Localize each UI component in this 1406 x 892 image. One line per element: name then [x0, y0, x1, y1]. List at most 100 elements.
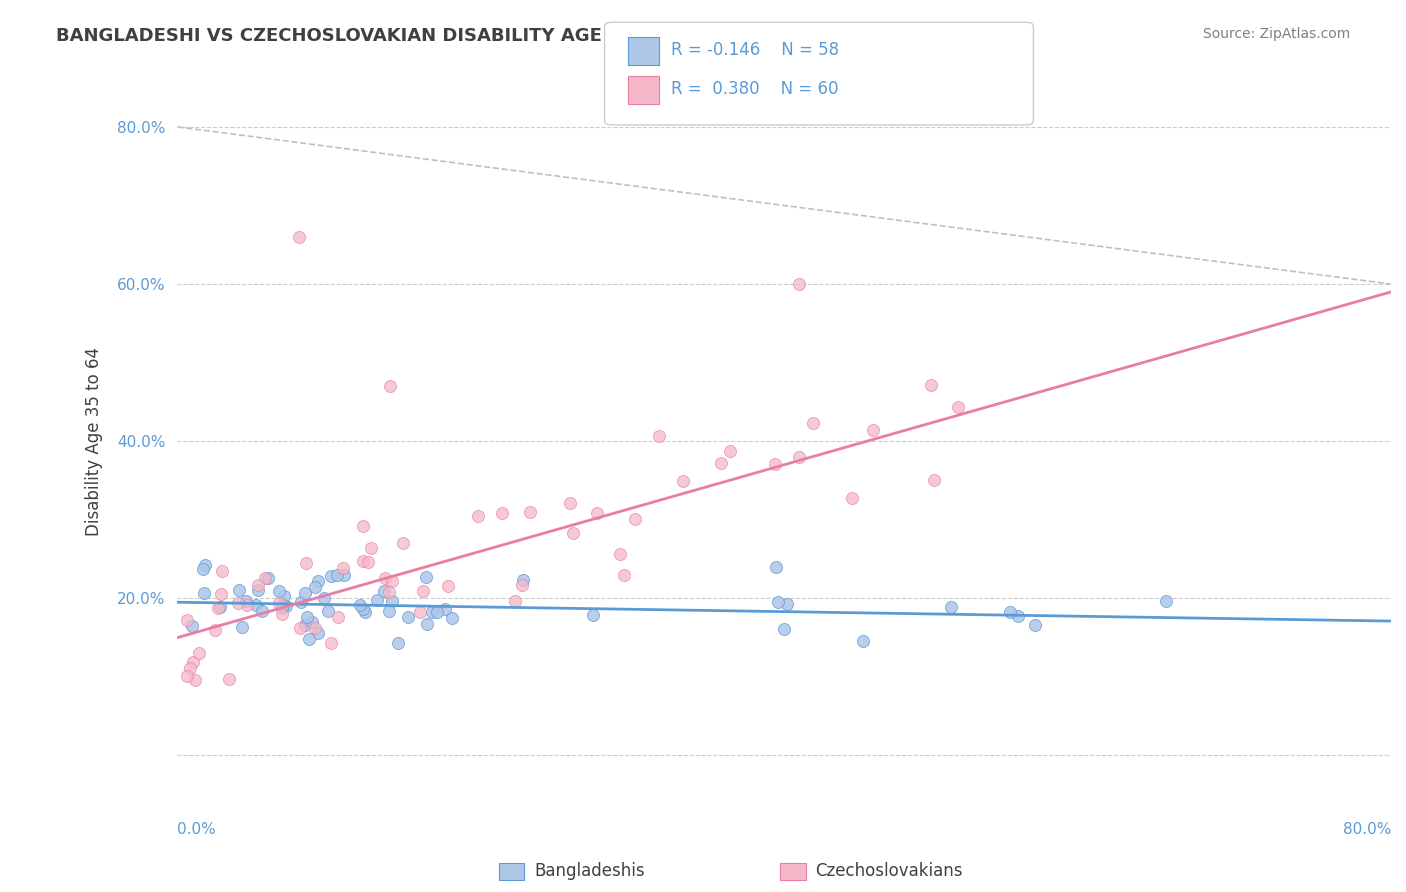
Point [437, 579, 460, 593]
Point [647, 428, 669, 442]
Point [304, 621, 326, 635]
Point [176, 613, 198, 627]
Point [519, 505, 541, 519]
Point [387, 636, 409, 650]
Point [226, 596, 249, 610]
Point [333, 568, 356, 582]
Point [235, 594, 257, 608]
Point [276, 599, 298, 613]
Point [503, 594, 526, 608]
Point [236, 598, 259, 612]
Point [326, 567, 349, 582]
Point [862, 423, 884, 437]
Point [374, 571, 396, 585]
Point [772, 622, 794, 636]
Point [228, 583, 250, 598]
Point [412, 584, 434, 599]
Point [440, 610, 463, 624]
Point [710, 456, 733, 470]
Point [295, 610, 318, 624]
Point [433, 602, 456, 616]
Point [304, 580, 326, 594]
Point [307, 625, 329, 640]
Point [231, 620, 253, 634]
Point [253, 571, 276, 585]
Text: R =  0.380    N = 60: R = 0.380 N = 60 [671, 80, 838, 98]
Point [381, 594, 404, 608]
Point [273, 589, 295, 603]
Point [765, 560, 787, 574]
Point [332, 561, 354, 575]
Point [352, 602, 374, 616]
Point [415, 569, 437, 583]
Point [776, 598, 799, 612]
Point [267, 596, 290, 610]
Point [295, 556, 318, 570]
Point [207, 600, 229, 615]
Text: BANGLADESHI VS CZECHOSLOVAKIAN DISABILITY AGE 35 TO 64 CORRELATION CHART: BANGLADESHI VS CZECHOSLOVAKIAN DISABILIT… [56, 27, 920, 45]
Y-axis label: Disability Age 35 to 64: Disability Age 35 to 64 [86, 347, 103, 536]
Point [1024, 617, 1046, 632]
Point [426, 605, 449, 619]
Point [312, 591, 335, 605]
Point [491, 506, 513, 520]
Text: 0.0%: 0.0% [177, 822, 217, 838]
Point [257, 571, 280, 585]
Point [246, 577, 269, 591]
Point [1007, 609, 1029, 624]
Point [558, 496, 581, 510]
Point [1154, 593, 1177, 607]
Point [354, 606, 377, 620]
Point [218, 673, 240, 687]
Point [245, 599, 267, 613]
Point [191, 562, 214, 576]
Point [510, 578, 533, 592]
Point [271, 607, 294, 621]
Point [562, 525, 585, 540]
Point [801, 416, 824, 430]
Point [290, 621, 312, 635]
Point [288, 230, 311, 244]
Point [512, 573, 534, 587]
Point [467, 509, 489, 524]
Point [378, 379, 401, 393]
Point [946, 400, 969, 414]
Point [301, 615, 323, 630]
Point [298, 632, 321, 647]
Point [294, 586, 316, 600]
Point [378, 585, 401, 599]
Point [366, 593, 388, 607]
Point [273, 599, 295, 613]
Point [209, 600, 232, 615]
Point [321, 635, 343, 649]
Point [939, 599, 962, 614]
Point [188, 646, 211, 660]
Text: 80.0%: 80.0% [1343, 822, 1391, 838]
Point [294, 617, 316, 632]
Point [396, 610, 419, 624]
Point [789, 450, 811, 464]
Point [204, 623, 226, 637]
Point [211, 564, 233, 578]
Text: Source: ZipAtlas.com: Source: ZipAtlas.com [1202, 27, 1350, 41]
Point [373, 584, 395, 599]
Point [920, 377, 942, 392]
Point [307, 574, 329, 588]
Point [267, 583, 290, 598]
Point [176, 669, 198, 683]
Point [766, 595, 789, 609]
Point [763, 457, 786, 471]
Point [381, 574, 404, 588]
Point [181, 656, 204, 670]
Point [613, 568, 636, 582]
Point [349, 599, 371, 613]
Point [924, 473, 946, 487]
Point [352, 519, 374, 533]
Point [420, 605, 443, 619]
Point [582, 608, 605, 623]
Point [998, 605, 1021, 619]
Point [841, 491, 863, 506]
Point [852, 634, 875, 648]
Text: R = -0.146    N = 58: R = -0.146 N = 58 [671, 41, 839, 59]
Text: Czechoslovakians: Czechoslovakians [815, 863, 963, 880]
